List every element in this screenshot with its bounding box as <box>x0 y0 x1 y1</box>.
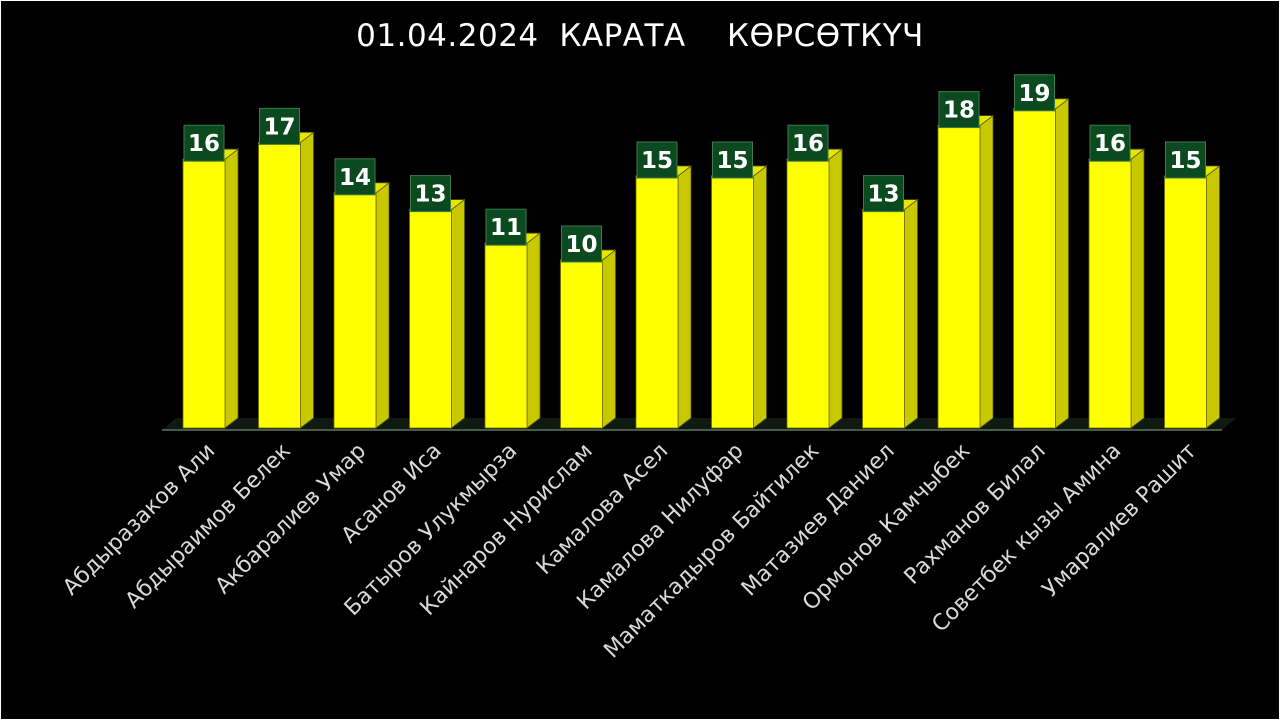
bars-group <box>181 97 1221 429</box>
bar <box>1087 148 1146 429</box>
data-label-value: 14 <box>339 165 371 191</box>
data-label: 10 <box>561 225 602 263</box>
bar-side <box>1206 165 1220 429</box>
x-tick-label: Умаралиев Рашит <box>1038 438 1202 602</box>
bar-side <box>677 165 692 429</box>
data-label-box <box>183 124 225 162</box>
data-label: 13 <box>410 175 451 213</box>
bar <box>634 165 693 429</box>
bar-side <box>979 114 994 429</box>
data-label-box <box>863 175 904 213</box>
data-label-value: 17 <box>263 114 295 140</box>
data-label-box <box>1089 124 1131 162</box>
value-labels-group: 16 17 14 13 11 10 15 15 16 13 18 19 16 15 <box>183 74 1206 263</box>
bar-front <box>409 209 452 429</box>
bar-front <box>937 125 981 429</box>
bar-side <box>375 181 390 429</box>
bar-front <box>484 242 528 429</box>
data-label-value: 10 <box>565 232 597 258</box>
data-label-box <box>561 225 602 263</box>
data-label: 16 <box>787 124 829 162</box>
bar-front <box>711 175 754 429</box>
data-label-value: 15 <box>1169 148 1201 174</box>
bar-side <box>300 131 314 429</box>
x-tick-label: Рахманов Билал <box>900 439 1051 590</box>
data-label-box <box>410 175 451 213</box>
bar <box>861 198 919 429</box>
bar <box>1163 165 1221 429</box>
chart-title: 01.04.2024 КАРАТА КӨРСӨТКҮЧ <box>356 18 924 54</box>
data-label: 16 <box>1089 124 1131 162</box>
data-label: 11 <box>485 208 527 246</box>
bar <box>936 114 995 429</box>
bar-front <box>635 175 679 429</box>
data-label-box <box>1014 74 1055 112</box>
data-label-value: 16 <box>792 131 824 157</box>
chart-floor-plane <box>162 418 1236 430</box>
data-label-value: 16 <box>188 131 220 157</box>
data-label-value: 15 <box>641 148 673 174</box>
data-label-value: 19 <box>1018 81 1050 107</box>
data-label: 17 <box>259 107 300 145</box>
bar <box>483 232 542 429</box>
data-label-box <box>938 91 980 129</box>
data-label-box <box>787 124 829 162</box>
bar-side <box>602 249 616 429</box>
bar-side <box>828 148 843 429</box>
data-label-value: 18 <box>943 98 975 124</box>
data-label-value: 16 <box>1094 131 1126 157</box>
data-label-box <box>1165 141 1206 179</box>
bar-side <box>224 148 239 429</box>
data-label-box <box>636 141 678 179</box>
data-label: 13 <box>863 175 904 213</box>
x-tick-label: Камалова Асел <box>532 439 673 580</box>
bar <box>1012 97 1070 429</box>
data-label: 14 <box>334 158 376 196</box>
bar-side <box>904 198 918 429</box>
bar <box>559 249 617 429</box>
data-label-box <box>334 158 376 196</box>
bar <box>257 131 315 429</box>
data-label: 18 <box>938 91 980 129</box>
bar <box>785 148 844 429</box>
bar <box>710 165 768 429</box>
data-label-box <box>485 208 527 246</box>
bar-front <box>1013 108 1056 429</box>
bar-side <box>1130 148 1145 429</box>
bar-front <box>333 192 377 429</box>
chart-floor <box>162 418 1236 431</box>
data-label: 15 <box>712 141 753 179</box>
bar-front <box>862 209 905 429</box>
data-label: 15 <box>1165 141 1206 179</box>
data-label-value: 13 <box>867 182 899 208</box>
bar <box>408 198 466 429</box>
bar-front <box>182 158 226 429</box>
data-label-box <box>712 141 753 179</box>
data-label-value: 15 <box>716 148 748 174</box>
bar <box>181 148 240 429</box>
bar-side <box>451 198 465 429</box>
bar-side <box>526 232 541 429</box>
bar-front <box>786 158 830 429</box>
bar-side <box>1055 97 1069 429</box>
data-label-box <box>259 107 300 145</box>
data-label: 15 <box>636 141 678 179</box>
data-label: 16 <box>183 124 225 162</box>
bar-side <box>753 165 767 429</box>
bar <box>332 181 391 429</box>
x-tick-label: Акбаралиев Умар <box>211 439 372 600</box>
bar-front <box>1164 175 1207 429</box>
bar-front <box>560 259 603 429</box>
bar-front <box>1088 158 1132 429</box>
data-label: 19 <box>1014 74 1055 112</box>
bar-front <box>258 141 301 429</box>
data-label-value: 13 <box>414 182 446 208</box>
data-label-value: 11 <box>490 215 522 241</box>
